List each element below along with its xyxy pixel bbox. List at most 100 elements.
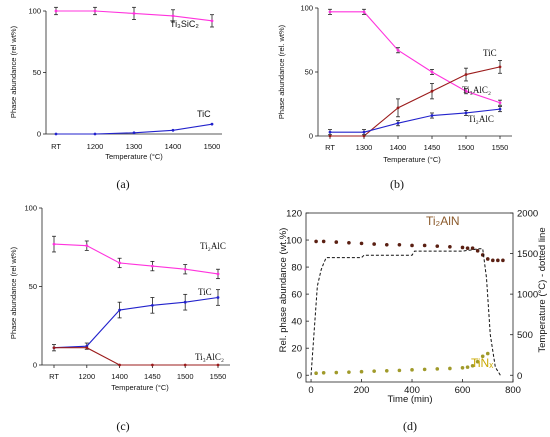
panel-d-series-ti2aln-point xyxy=(422,243,427,248)
panel-d-series-tinx-point xyxy=(485,351,490,356)
panel-c-xtick-label: 1550 xyxy=(210,372,227,381)
panel-d-series-tinx-label: TiNₓ xyxy=(471,356,493,370)
panel-a-series-tic-label: TiC xyxy=(197,109,211,119)
panel-b-series-ti3alc2-label: Ti₃AlC₂ xyxy=(462,85,491,95)
panel-d-ytick-label: 40 xyxy=(291,317,302,328)
panel-a-series-tic-point xyxy=(93,132,97,136)
panel-c-series-ti2alc-point xyxy=(118,261,121,265)
panel-b-xtick-label: 1500 xyxy=(458,143,475,152)
panel-b-series-tic-point xyxy=(328,134,332,138)
panel-b-series-tic-point xyxy=(498,65,502,69)
panel-a-label: (a) xyxy=(116,177,129,191)
panel-d-series-tinx-point xyxy=(359,369,364,374)
panel-c-series-ti2alc-label: Ti₂AlC xyxy=(200,241,226,251)
panel-b-series-ti2alc-point xyxy=(328,130,332,134)
panel-d-series-tinx-point xyxy=(460,366,465,370)
panel-c-series-tic-point xyxy=(151,303,154,307)
panel-d-series-ti2aln-point xyxy=(448,245,452,249)
panel-b-ylabel: Phase abundance (rel. wt%) xyxy=(277,24,286,119)
panel-a-series-ti3sic2-point xyxy=(54,9,58,13)
panel-c-series-tic-point xyxy=(216,296,220,299)
panel-c-series-ti2alc-point xyxy=(52,242,56,246)
panel-d-series-ti2aln-point xyxy=(460,245,465,250)
panel-c-series-ti2alc-point xyxy=(183,267,187,271)
panel-c-series-ti2alc-point xyxy=(216,272,220,276)
panel-d-series-ti2aln-point xyxy=(334,240,339,244)
panel-b-xtick-label: 1450 xyxy=(424,143,441,152)
panel-c-series-ti3alc2-point xyxy=(85,346,89,350)
panel-a-ylabel: Phase abundance (rel wt%) xyxy=(9,25,18,118)
panel-b-series-ti2alc-point xyxy=(396,121,400,125)
panel-b-ytick-label: 0 xyxy=(309,132,313,141)
panel-d-series-ti2aln-point xyxy=(491,258,495,263)
panel-a-series-tic-point xyxy=(54,132,58,136)
panel-a-series-ti3sic2-point xyxy=(132,12,136,15)
panel-d-ytick-label: 80 xyxy=(291,263,302,274)
panel-c-series-tic-line xyxy=(53,296,219,349)
panel-a-series-ti3sic2-point xyxy=(210,19,214,23)
panel-c-xtick-label: 1500 xyxy=(177,372,194,381)
panel-d-ylabel: Rel. phase abundance (wt.%) xyxy=(278,228,289,353)
panel-b-series-tic-point xyxy=(430,89,434,93)
panel-d-series-tinx-point xyxy=(372,369,376,373)
panel-d-series-ti2aln-point xyxy=(470,246,475,250)
panel-d-xtick-label: 600 xyxy=(455,385,471,396)
panel-d-series-ti2aln-point xyxy=(475,249,480,253)
panel-b-xlabel: Temperature (°C) xyxy=(383,155,441,164)
panel-c-xtick-label: 1400 xyxy=(111,372,128,381)
panel-a-series-tic-point xyxy=(210,122,214,126)
panel-d-ytick-right-label: 0 xyxy=(517,371,522,382)
panel-b-series-ti3alc2-line xyxy=(330,11,501,104)
panel-c-series-ti3alc2-line xyxy=(54,347,218,366)
panel-d-series-ti2aln-point xyxy=(359,241,364,246)
panel-d-plot-frame xyxy=(305,212,514,383)
panel-c-series-ti3alc2-label: Ti₃AlC₂ xyxy=(195,352,224,362)
panel-b-series-tic-line xyxy=(330,66,501,137)
panel-d-series-ti2aln-point xyxy=(321,239,326,244)
panel-b-label: (b) xyxy=(390,177,404,191)
panel-a-ytick-label: 50 xyxy=(33,68,41,77)
panel-d-series-tinx-point xyxy=(470,363,475,368)
panel-c-ylabel: Phase abundance (rel wt%) xyxy=(9,246,18,339)
panel-d-series-tinx-point xyxy=(397,368,402,373)
panel-d-series-tinx-point xyxy=(465,365,470,369)
panel-d-series-ti2aln-point xyxy=(465,246,470,250)
panel-d-series-ti2aln-label: Ti₂AlN xyxy=(426,214,460,228)
panel-b-series-ti2alc-point xyxy=(464,111,468,115)
panel-c-series-ti3alc2-point xyxy=(216,363,220,367)
panel-d-series-ti2aln-point xyxy=(372,242,376,246)
panel-c-ytick-label: 0 xyxy=(33,361,37,370)
panel-c-series-ti2alc-point xyxy=(85,244,89,248)
panel-c-xtick-label: 1200 xyxy=(78,372,95,381)
panel-b-xtick-label: 1300 xyxy=(356,143,373,152)
panel-c-series-tic-label: TiC xyxy=(198,287,212,297)
panel-d-ytick-label: 0 xyxy=(297,371,302,382)
panel-a-series-ti3sic2-point xyxy=(93,9,97,13)
panel-b-xtick-label: 1550 xyxy=(492,143,509,152)
panel-d-series-ti2aln-point xyxy=(314,239,318,244)
panel-d-ytick-right-label: 1500 xyxy=(517,249,538,260)
panel-d-ytick-right-label: 2000 xyxy=(517,209,538,220)
panel-b-series-tic-point xyxy=(396,106,400,110)
panel-c-series-ti2alc-point xyxy=(151,264,154,268)
panel-c-series-ti3alc2-point xyxy=(151,363,154,367)
panel-d-xtick-label: 400 xyxy=(404,385,420,396)
panel-a-series-tic-point xyxy=(132,131,136,135)
panel-b-series-ti2alc-line xyxy=(330,108,501,133)
panel-b-series-ti3alc2-point xyxy=(498,101,502,105)
panel-c-xlabel: Temperature (°C) xyxy=(111,383,169,392)
panel-b-xtick-label: RT xyxy=(325,143,335,152)
panel-d-series-ti2aln-point xyxy=(397,242,402,247)
panel-b-series-tic-label: TiC xyxy=(483,48,497,58)
panel-d-series-ti2aln-point xyxy=(347,240,351,245)
panel-a-series-ti3sic2-label: Ti₃SiC₂ xyxy=(170,19,199,29)
panel-b-series-ti2alc-point xyxy=(362,130,366,134)
panel-c-label: (c) xyxy=(116,419,129,433)
panel-c-ytick-label: 50 xyxy=(29,282,37,291)
panel-b: Phase abundance (rel. wt%) Temperature (… xyxy=(277,4,512,191)
panel-b-xtick-label: 1400 xyxy=(390,143,407,152)
panel-a-series-tic-point xyxy=(171,128,175,132)
panel-d-label: (d) xyxy=(403,419,417,433)
panel-d-xlabel: Time (min) xyxy=(387,394,432,405)
